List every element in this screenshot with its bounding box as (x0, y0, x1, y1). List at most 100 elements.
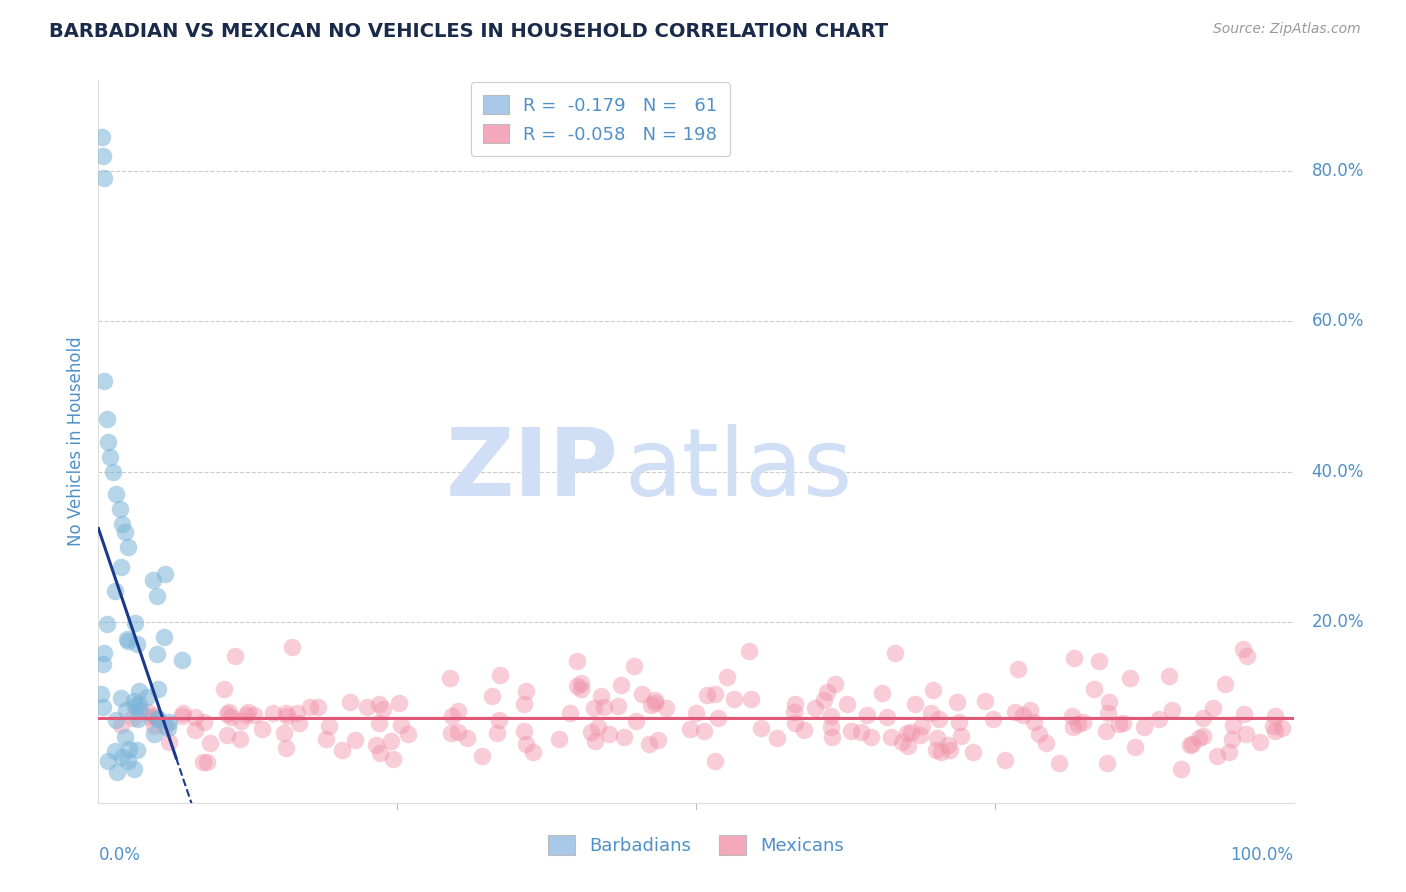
Point (142, 719, 165, 733)
Point (1071, 715, 1094, 730)
Point (371, 702, 394, 716)
Point (97, 434, 120, 449)
Point (586, 720, 609, 734)
Point (1007, 662, 1029, 676)
Point (440, 726, 463, 740)
Point (344, 732, 367, 747)
Point (1233, 707, 1256, 722)
Point (1018, 702, 1040, 716)
Point (105, 764, 128, 779)
Point (813, 692, 835, 706)
Point (1205, 749, 1227, 764)
Point (111, 750, 134, 764)
Point (121, 711, 143, 725)
Point (91, 148, 114, 162)
Point (1035, 736, 1057, 750)
Point (219, 710, 242, 724)
Point (136, 690, 159, 704)
Point (1191, 710, 1213, 724)
Point (198, 735, 221, 749)
Point (91, 657, 114, 671)
Point (124, 616, 146, 631)
Point (821, 730, 844, 744)
Point (218, 705, 240, 719)
Point (1261, 719, 1284, 733)
Point (1264, 723, 1286, 738)
Point (1178, 738, 1201, 752)
Point (1083, 682, 1105, 697)
Point (548, 732, 571, 747)
Point (716, 670, 738, 684)
Point (440, 709, 463, 723)
Point (962, 745, 984, 759)
Point (274, 706, 297, 720)
Point (456, 731, 478, 746)
Point (1012, 708, 1035, 723)
Point (696, 689, 718, 703)
Point (236, 706, 259, 720)
Point (262, 706, 284, 720)
Point (994, 754, 1017, 768)
Point (97, 754, 120, 768)
Point (1160, 703, 1182, 717)
Point (228, 731, 250, 746)
Point (98, 450, 122, 464)
Point (315, 731, 337, 746)
Point (631, 687, 654, 701)
Point (114, 524, 136, 539)
Point (1236, 648, 1258, 663)
Point (281, 640, 304, 654)
Point (560, 706, 582, 720)
Point (793, 723, 815, 737)
Point (215, 728, 238, 742)
Point (127, 712, 149, 726)
Point (172, 709, 194, 723)
Point (110, 718, 132, 732)
Point (1271, 721, 1294, 735)
Point (146, 712, 169, 726)
Point (920, 706, 942, 720)
Point (128, 697, 150, 711)
Point (513, 724, 536, 739)
Point (139, 710, 162, 724)
Point (640, 698, 662, 712)
Point (1123, 739, 1146, 754)
Point (125, 743, 148, 757)
Point (704, 687, 727, 701)
Point (569, 676, 592, 690)
Point (243, 708, 266, 723)
Point (124, 699, 146, 714)
Point (983, 712, 1005, 726)
Point (1215, 677, 1237, 691)
Point (231, 714, 253, 729)
Point (880, 730, 903, 744)
Point (820, 708, 842, 723)
Point (214, 682, 236, 697)
Point (157, 721, 180, 735)
Point (1147, 712, 1170, 726)
Point (136, 706, 159, 720)
Text: 20.0%: 20.0% (1312, 613, 1364, 632)
Point (146, 711, 169, 725)
Point (114, 731, 136, 745)
Point (1170, 762, 1192, 776)
Point (891, 734, 914, 748)
Point (837, 697, 859, 711)
Point (1022, 714, 1045, 729)
Point (593, 699, 616, 714)
Point (481, 690, 503, 704)
Point (925, 743, 948, 757)
Point (104, 583, 127, 598)
Point (1133, 720, 1156, 734)
Text: Source: ZipAtlas.com: Source: ZipAtlas.com (1213, 22, 1361, 37)
Point (117, 634, 139, 648)
Point (567, 679, 589, 693)
Point (679, 723, 702, 737)
Point (766, 731, 789, 745)
Point (1159, 669, 1181, 683)
Point (389, 718, 412, 732)
Point (157, 735, 180, 749)
Point (489, 667, 512, 681)
Text: 100.0%: 100.0% (1230, 847, 1294, 864)
Point (330, 743, 353, 757)
